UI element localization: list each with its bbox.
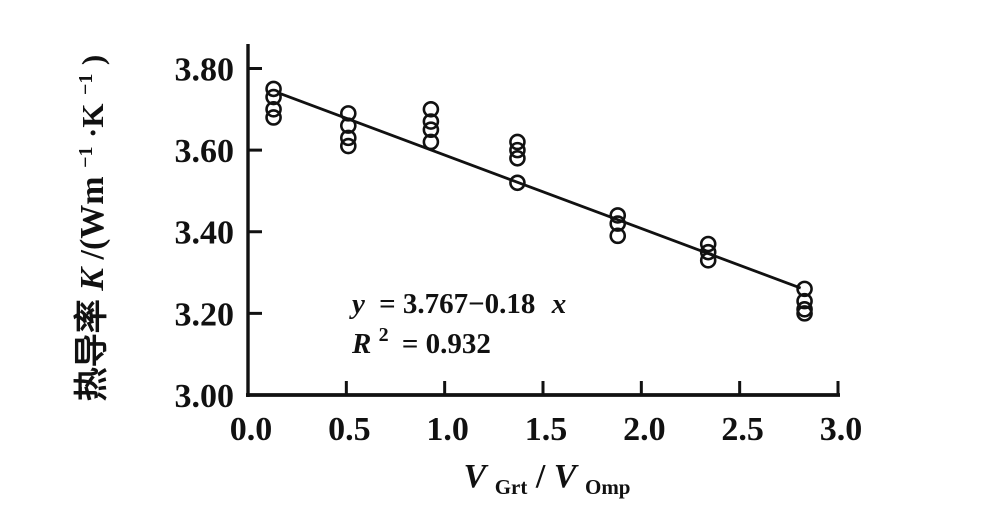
- x-axis-ticks: [344, 381, 840, 395]
- data-point: [265, 88, 282, 106]
- y-tick-label: 3.20: [175, 296, 235, 333]
- data-point: [509, 141, 526, 159]
- y-title-symbol: K: [74, 266, 111, 292]
- data-point: [339, 117, 357, 134]
- x-tick-label: 0.5: [328, 411, 371, 448]
- equation-annotation: y = 3.767−0.18 x R 2 = 0.932: [349, 288, 566, 360]
- equation-lhs: y: [349, 288, 365, 320]
- equation-line-1: y = 3.767−0.18 x: [349, 288, 566, 320]
- y-title-superscript-1: −1: [75, 147, 97, 168]
- y-title-unit-mid: ·K: [75, 104, 110, 138]
- scatter-points: [265, 80, 813, 322]
- r-squared-symbol: R: [351, 328, 371, 360]
- data-point: [609, 227, 627, 245]
- y-title-prefix: 热导率: [73, 299, 111, 401]
- y-title-superscript-2: −1: [75, 74, 97, 95]
- data-point: [509, 174, 526, 192]
- x-axis-title: V Grt / V Omp: [464, 458, 631, 502]
- y-tick-label: 3.40: [175, 215, 235, 252]
- x-title-slash: /: [535, 458, 546, 495]
- data-point: [339, 105, 357, 122]
- x-title-var-2: V: [554, 458, 579, 495]
- data-point: [422, 101, 440, 118]
- equation-variable: x: [551, 288, 567, 320]
- data-point: [796, 305, 813, 322]
- data-point: [609, 215, 627, 232]
- fit-line-segment: [277, 91, 802, 290]
- data-point: [796, 280, 813, 298]
- x-axis-tick-labels: 0.0 0.5 1.0 1.5 2.0 2.5 3.0: [230, 411, 863, 448]
- x-tick-label: 3.0: [820, 411, 863, 448]
- y-tick-label: 3.80: [175, 51, 235, 88]
- data-point: [422, 121, 440, 139]
- data-point: [509, 149, 526, 167]
- data-point: [265, 80, 282, 98]
- x-axis: 0.0 0.5 1.0 1.5 2.0 2.5 3.0: [230, 381, 863, 448]
- data-point: [609, 207, 627, 224]
- x-tick-label: 0.0: [230, 411, 273, 448]
- r-squared-exponent: 2: [379, 324, 389, 346]
- y-axis: 3.00 3.20 3.40 3.60 3.80: [175, 44, 262, 415]
- equation-rhs: = 3.767−0.18: [379, 288, 535, 320]
- data-point: [699, 252, 717, 269]
- y-axis-tick-labels: 3.00 3.20 3.40 3.60 3.80: [175, 51, 235, 415]
- x-tick-label: 1.5: [525, 411, 568, 448]
- data-point: [265, 109, 282, 126]
- data-point: [796, 292, 813, 310]
- data-point: [339, 129, 357, 147]
- y-axis-title: 热导率 K /(Wm −1 ·K −1 ): [63, 55, 111, 401]
- fit-line: [277, 91, 802, 290]
- x-tick-label: 2.0: [623, 411, 666, 448]
- x-tick-label: 2.5: [721, 411, 764, 448]
- x-tick-label: 1.0: [426, 411, 469, 448]
- r-squared-value: = 0.932: [402, 328, 491, 360]
- x-title-var-1: V: [464, 458, 489, 495]
- data-point: [509, 133, 526, 151]
- x-title-subscript-1: Grt: [495, 475, 528, 499]
- data-point: [699, 243, 717, 261]
- equation-line-2: R 2 = 0.932: [351, 316, 491, 360]
- y-tick-label: 3.60: [175, 133, 235, 170]
- data-point: [422, 113, 440, 130]
- x-title-subscript-2: Omp: [585, 475, 631, 499]
- y-axis-ticks: [248, 66, 262, 315]
- y-title-unit-close: ): [75, 55, 110, 65]
- y-title-unit-open: /(Wm: [74, 176, 111, 260]
- data-point: [422, 133, 440, 151]
- data-point: [339, 137, 357, 155]
- data-point: [699, 235, 717, 253]
- y-tick-label: 3.00: [175, 378, 235, 415]
- data-point: [265, 101, 282, 118]
